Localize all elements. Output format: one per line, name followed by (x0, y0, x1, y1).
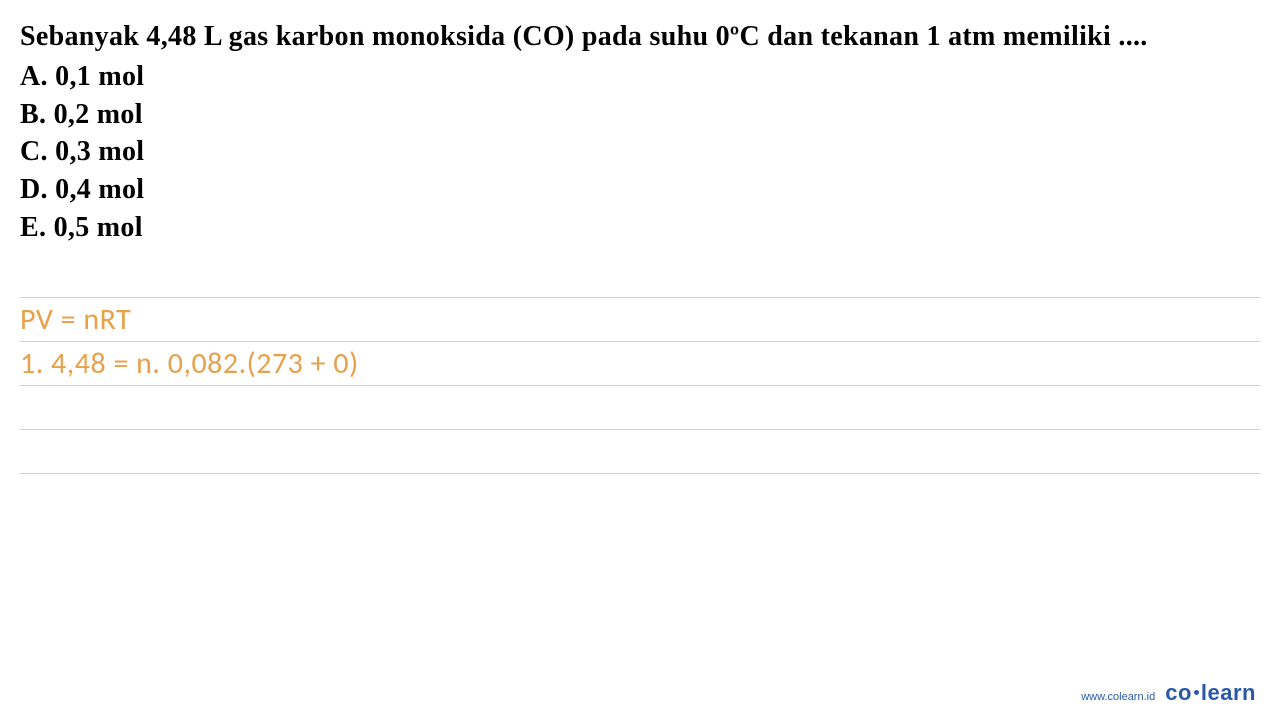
option-b: B. 0,2 mol (20, 96, 1260, 134)
dot-icon (1194, 690, 1199, 695)
logo-prefix: co (1165, 680, 1192, 705)
option-label: E. (20, 212, 46, 243)
footer-url: www.colearn.id (1081, 691, 1155, 703)
option-value: 0,3 mol (55, 136, 144, 167)
footer: www.colearn.id colearn (1081, 680, 1256, 706)
formula-text: PV = nRT (20, 301, 131, 338)
question-area: Sebanyak 4,48 L gas karbon monoksida (CO… (0, 0, 1280, 259)
worksheet-line (20, 429, 1260, 473)
logo-suffix: learn (1201, 680, 1256, 705)
option-value: 0,5 mol (54, 212, 143, 243)
question-text: Sebanyak 4,48 L gas karbon monoksida (CO… (20, 18, 1260, 56)
option-label: A. (20, 61, 48, 92)
option-d: D. 0,4 mol (20, 171, 1260, 209)
options-list: A. 0,1 mol B. 0,2 mol C. 0,3 mol D. 0,4 … (20, 58, 1260, 247)
worksheet-line (20, 473, 1260, 517)
option-value: 0,4 mol (55, 174, 144, 205)
footer-logo: colearn (1165, 680, 1256, 706)
option-a: A. 0,1 mol (20, 58, 1260, 96)
option-value: 0,2 mol (54, 99, 143, 130)
option-label: D. (20, 174, 48, 205)
worksheet-area: PV = nRT 1. 4,48 = n. 0,082.(273 + 0) (0, 297, 1280, 517)
option-c: C. 0,3 mol (20, 133, 1260, 171)
option-e: E. 0,5 mol (20, 209, 1260, 247)
formula-text: 1. 4,48 = n. 0,082.(273 + 0) (20, 345, 359, 382)
option-label: C. (20, 136, 48, 167)
worksheet-line: 1. 4,48 = n. 0,082.(273 + 0) (20, 341, 1260, 385)
worksheet-line (20, 385, 1260, 429)
worksheet-line: PV = nRT (20, 297, 1260, 341)
option-value: 0,1 mol (55, 61, 144, 92)
option-label: B. (20, 99, 46, 130)
